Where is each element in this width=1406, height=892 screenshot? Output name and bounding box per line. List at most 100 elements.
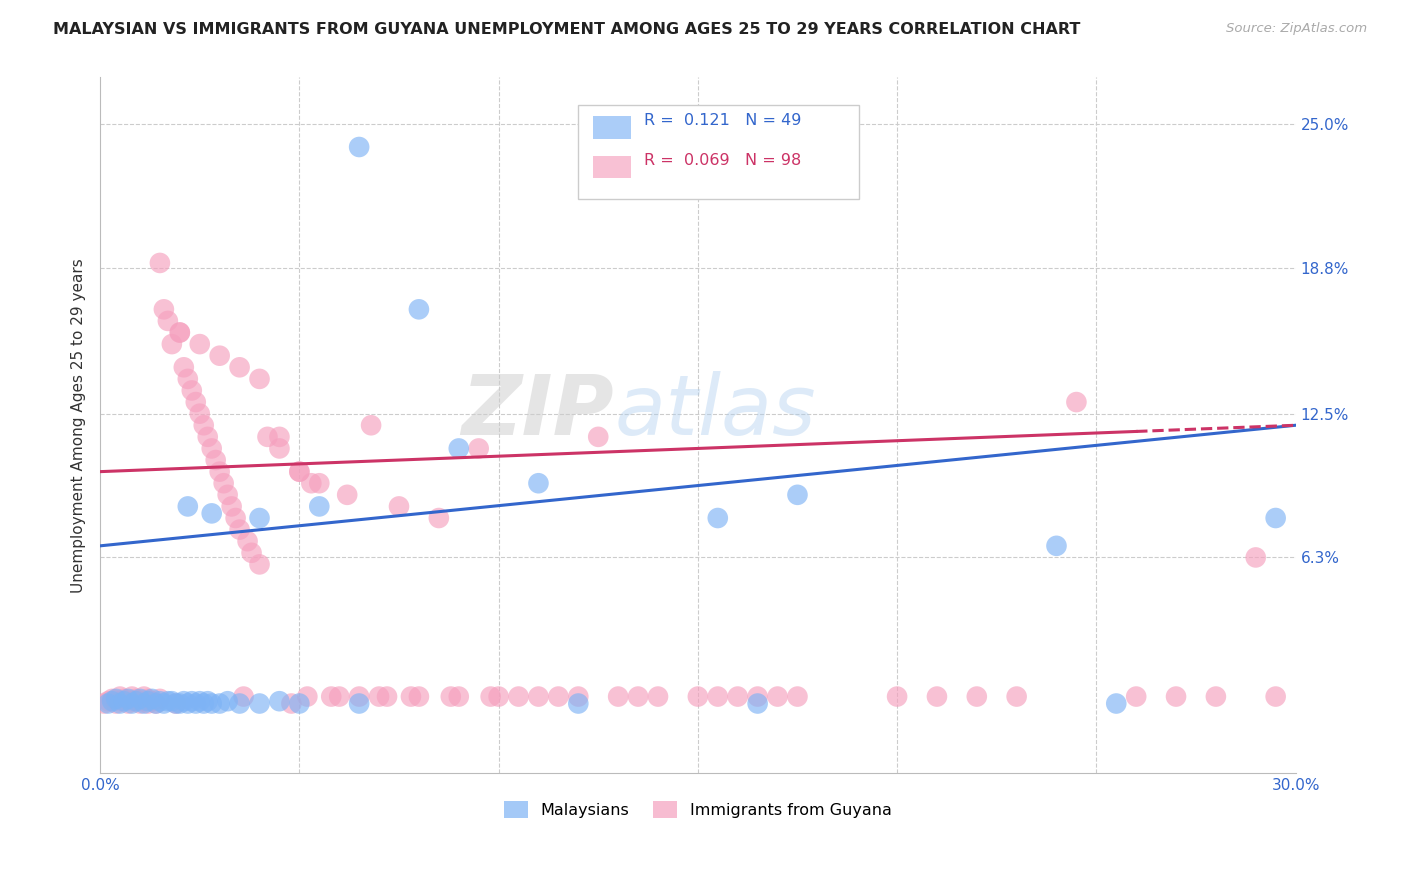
Point [440, 690, 463, 704]
Point [686, 690, 709, 704]
Point [747, 697, 769, 711]
Point [408, 302, 430, 317]
Point [165, 697, 187, 711]
Point [112, 692, 135, 706]
Point [177, 500, 200, 514]
Point [375, 690, 398, 704]
Point [193, 697, 215, 711]
Point [156, 314, 179, 328]
Point [249, 372, 271, 386]
Point [269, 442, 291, 456]
Text: R =  0.121   N = 49: R = 0.121 N = 49 [644, 113, 801, 128]
Point [149, 692, 172, 706]
Point [627, 690, 650, 704]
Point [188, 407, 211, 421]
Point [136, 692, 159, 706]
Point [108, 697, 131, 711]
Point [232, 690, 254, 704]
FancyBboxPatch shape [578, 105, 859, 199]
Point [408, 690, 430, 704]
Point [567, 690, 589, 704]
Point [105, 692, 128, 706]
Point [308, 500, 330, 514]
Point [153, 302, 176, 317]
Point [129, 697, 152, 711]
Point [101, 692, 124, 706]
Point [145, 697, 167, 711]
Text: R =  0.069   N = 98: R = 0.069 N = 98 [644, 153, 801, 168]
Point [121, 690, 143, 704]
Point [288, 465, 311, 479]
Point [173, 360, 195, 375]
Point [201, 697, 224, 711]
Text: atlas: atlas [614, 371, 815, 452]
Text: MALAYSIAN VS IMMIGRANTS FROM GUYANA UNEMPLOYMENT AMONG AGES 25 TO 29 YEARS CORRE: MALAYSIAN VS IMMIGRANTS FROM GUYANA UNEM… [53, 22, 1081, 37]
Point [249, 697, 271, 711]
Point [117, 697, 139, 711]
Point [966, 690, 988, 704]
Point [160, 337, 183, 351]
Point [727, 690, 749, 704]
Point [180, 694, 202, 708]
Point [308, 476, 330, 491]
Point [132, 690, 155, 704]
Point [221, 500, 243, 514]
Point [249, 511, 271, 525]
Point [105, 697, 128, 711]
Point [212, 476, 235, 491]
Point [1264, 690, 1286, 704]
Point [360, 418, 382, 433]
Point [129, 694, 152, 708]
Point [112, 694, 135, 708]
Point [467, 442, 489, 456]
Point [201, 507, 224, 521]
Point [93, 697, 115, 711]
Text: Source: ZipAtlas.com: Source: ZipAtlas.com [1226, 22, 1367, 36]
Point [141, 692, 163, 706]
Point [136, 694, 159, 708]
Point [201, 442, 224, 456]
Point [347, 690, 370, 704]
Point [160, 694, 183, 708]
Point [586, 430, 609, 444]
Point [1125, 690, 1147, 704]
Point [447, 442, 470, 456]
Point [766, 690, 789, 704]
Point [1164, 690, 1187, 704]
Point [479, 690, 502, 704]
Bar [593, 156, 631, 178]
Point [236, 534, 259, 549]
Point [184, 697, 207, 711]
Point [647, 690, 669, 704]
Point [132, 697, 155, 711]
Point [208, 697, 231, 711]
Point [108, 694, 131, 708]
Point [169, 697, 191, 711]
Point [125, 694, 148, 708]
Point [156, 694, 179, 708]
Point [121, 697, 143, 711]
Point [184, 395, 207, 409]
Point [153, 697, 176, 711]
Point [169, 326, 191, 340]
Point [108, 690, 131, 704]
Point [193, 418, 215, 433]
Point [217, 488, 239, 502]
Point [299, 476, 322, 491]
Point [197, 430, 219, 444]
Point [427, 511, 450, 525]
Point [217, 694, 239, 708]
Point [747, 690, 769, 704]
Point [117, 692, 139, 706]
Point [173, 694, 195, 708]
Point [121, 694, 143, 708]
Point [886, 690, 908, 704]
Point [321, 690, 343, 704]
Point [925, 690, 948, 704]
Point [347, 140, 370, 154]
Point [1066, 395, 1088, 409]
Point [249, 558, 271, 572]
Point [328, 690, 350, 704]
Point [228, 697, 250, 711]
Point [347, 697, 370, 711]
